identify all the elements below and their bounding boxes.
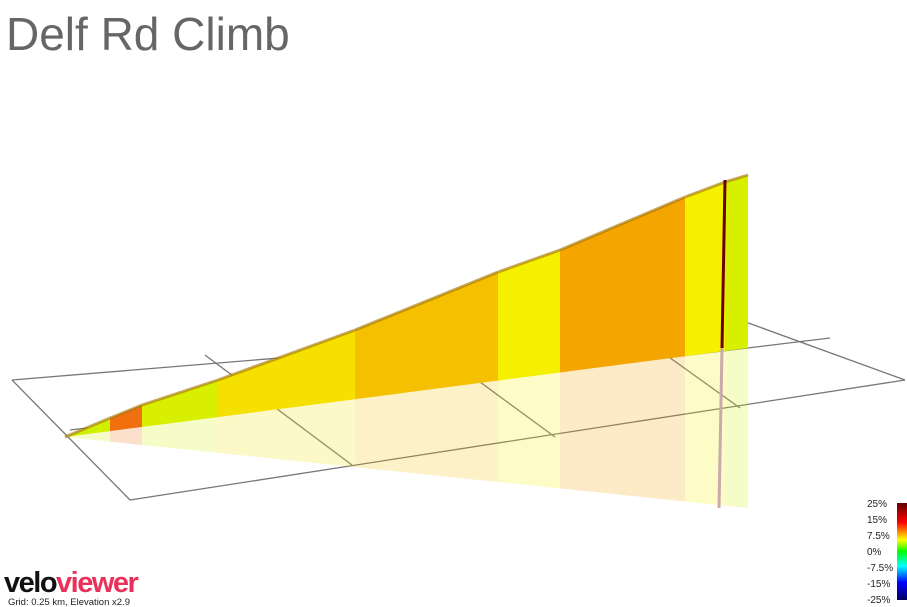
- caption: Grid: 0.25 km, Elevation x2.9: [8, 597, 130, 607]
- reflection-segment: [142, 417, 218, 453]
- profile-edge: [217, 328, 356, 382]
- position-marker: [720, 179, 727, 349]
- legend-label: 15%: [867, 515, 887, 526]
- reflection-segment: [110, 426, 142, 446]
- reflection-segment: [498, 372, 560, 489]
- profile-edge: [141, 378, 219, 407]
- logo-viewer: viewer: [56, 567, 138, 599]
- logo-velo: velo: [4, 567, 57, 599]
- logo: veloviewer: [4, 567, 139, 599]
- profile-edge: [724, 173, 749, 184]
- legend-label: -7.5%: [867, 563, 893, 574]
- profile-segment: [110, 405, 142, 432]
- profile-edge: [559, 195, 686, 252]
- profile-edge: [354, 270, 499, 332]
- legend-label: 0%: [867, 547, 882, 558]
- reflection-segment: [725, 348, 748, 508]
- profile-segment: [142, 380, 218, 427]
- profile-edge: [684, 180, 726, 199]
- legend-label: 25%: [867, 499, 887, 510]
- legend-label: -15%: [867, 579, 890, 590]
- gradient-legend: 25% 15% 7.5% 0% -7.5% -15% -25%: [867, 499, 893, 606]
- profile-edge: [64, 416, 111, 439]
- reflection-segment: [218, 399, 355, 468]
- legend-label: 7.5%: [867, 531, 890, 542]
- profile-segment: [355, 272, 498, 400]
- profile-segment: [725, 175, 748, 351]
- profile-segment: [498, 250, 560, 381]
- profile-segment: [685, 182, 725, 357]
- profile-edge: [109, 403, 143, 420]
- elevation-profile: [64, 173, 749, 509]
- profile-segment: [218, 330, 355, 418]
- gradient-scale: [897, 503, 907, 600]
- profile-segment: [560, 197, 685, 373]
- marker-reflection: [717, 347, 724, 509]
- reflection-segment: [355, 380, 498, 483]
- title: Delf Rd Climb: [6, 8, 290, 60]
- profile-edge: [497, 248, 561, 274]
- reflection-segment: [685, 350, 725, 506]
- legend-label: -25%: [867, 595, 890, 606]
- reflection-segment: [65, 431, 110, 442]
- reflection-segment: [560, 356, 685, 502]
